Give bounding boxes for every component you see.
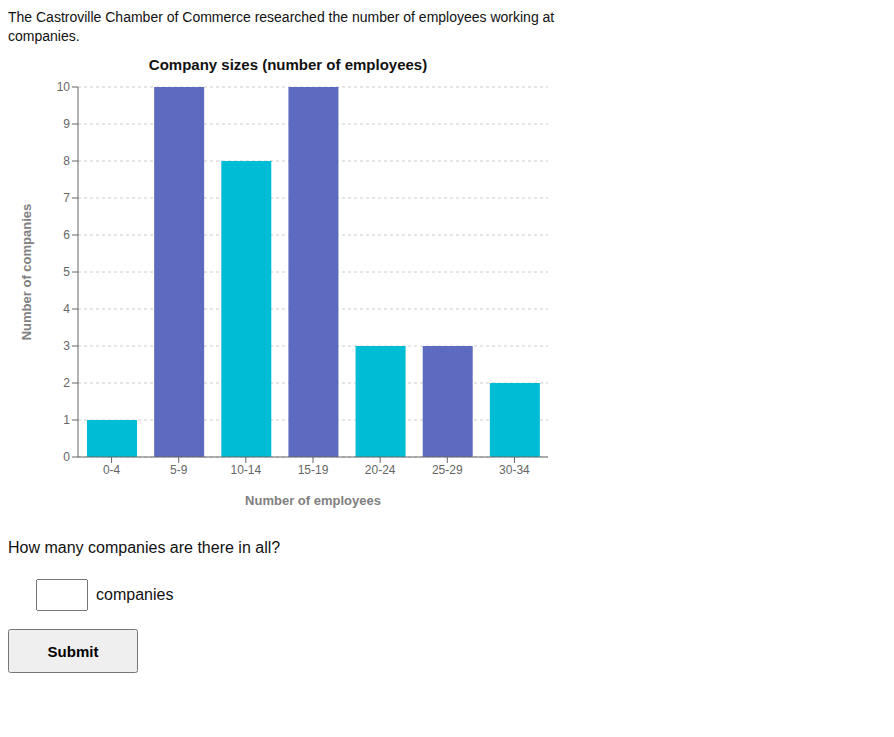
svg-text:30-34: 30-34 bbox=[499, 463, 530, 477]
svg-text:8: 8 bbox=[63, 154, 70, 168]
svg-text:4: 4 bbox=[63, 302, 70, 316]
svg-text:0-4: 0-4 bbox=[103, 463, 121, 477]
svg-text:7: 7 bbox=[63, 191, 70, 205]
svg-text:Number of companies: Number of companies bbox=[19, 204, 34, 341]
svg-text:10-14: 10-14 bbox=[231, 463, 262, 477]
html-text:companies.: companies. bbox=[8, 28, 80, 44]
svg-text:15-19: 15-19 bbox=[298, 463, 329, 477]
html-text:How many companies are there i: How many companies are there in all? bbox=[8, 539, 281, 556]
svg-text:6: 6 bbox=[63, 228, 70, 242]
svg-text:5-9: 5-9 bbox=[170, 463, 188, 477]
svg-text:3: 3 bbox=[63, 339, 70, 353]
svg-text:0: 0 bbox=[63, 450, 70, 464]
svg-text:Number of employees: Number of employees bbox=[245, 493, 381, 508]
svg-text:2: 2 bbox=[63, 376, 70, 390]
html-text:Submit: Submit bbox=[47, 642, 99, 660]
svg-text:1: 1 bbox=[63, 413, 70, 427]
svg-text:9: 9 bbox=[63, 117, 70, 131]
svg-text:10: 10 bbox=[57, 80, 71, 94]
html-text:Company sizes (number of emplo: Company sizes (number of employees) bbox=[148, 56, 428, 73]
html-text:The Castroville Chamber of Com: The Castroville Chamber of Commerce rese… bbox=[8, 9, 555, 25]
svg-text:25-29: 25-29 bbox=[432, 463, 463, 477]
html-text:companies: companies bbox=[96, 586, 174, 603]
svg-text:20-24: 20-24 bbox=[365, 463, 396, 477]
svg-text:5: 5 bbox=[63, 265, 70, 279]
